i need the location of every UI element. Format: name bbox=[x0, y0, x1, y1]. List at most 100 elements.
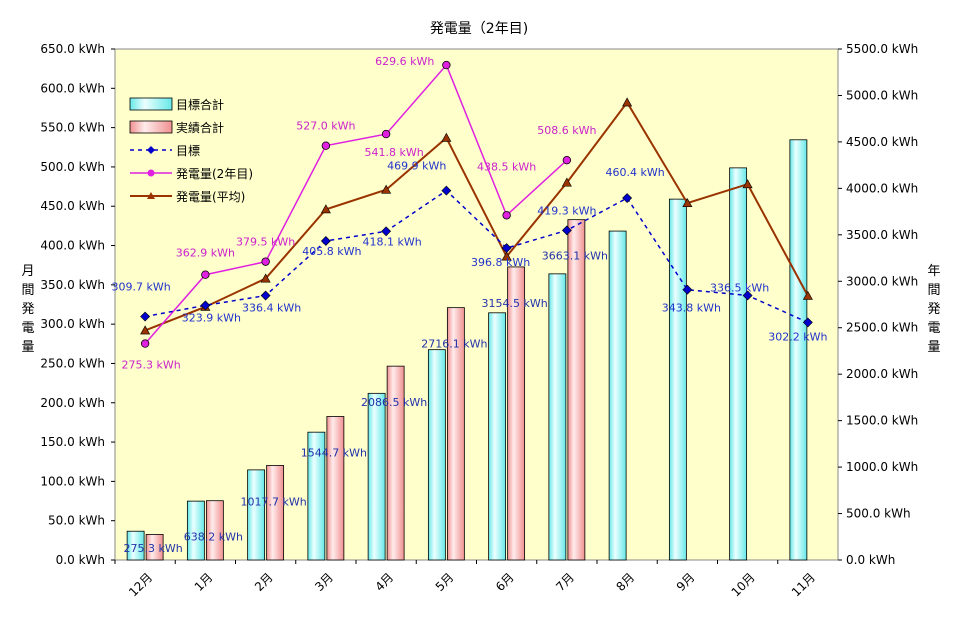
legend-label: 実績合計 bbox=[176, 120, 224, 135]
legend-swatch-actual-total bbox=[129, 120, 173, 134]
axis-title-char: 電 bbox=[927, 321, 940, 336]
y2-tick-label: 4500.0 kWh bbox=[846, 135, 918, 149]
marker-gen2 bbox=[321, 141, 331, 150]
marker-gen2 bbox=[261, 257, 270, 266]
axis-title-char: 量 bbox=[927, 340, 940, 355]
data-label-gen2: 508.6 kWh bbox=[537, 124, 596, 137]
y2-tick-label: 5500.0 kWh bbox=[846, 42, 918, 56]
data-label-gen2: 541.8 kWh bbox=[365, 146, 424, 159]
axis-title-char: 発 bbox=[927, 302, 940, 317]
y2-tick-label: 4000.0 kWh bbox=[846, 181, 918, 195]
axes: 0.0 kWh 50.0 kWh 100.0 kWh 150.0 kWh 200.0 k… bbox=[40, 42, 918, 599]
line-average bbox=[144, 100, 809, 332]
data-label-target: 336.5 kWh bbox=[710, 281, 769, 294]
marker-average bbox=[622, 97, 633, 107]
data-label-target: 309.7 kWh bbox=[112, 281, 171, 294]
legend-label: 発電量(平均) bbox=[176, 190, 245, 204]
data-label-actual-total: 1544.7 kWh bbox=[301, 446, 367, 459]
marker-average bbox=[802, 290, 813, 300]
data-label-actual-total: 638.2 kWh bbox=[184, 531, 243, 544]
marker-average bbox=[561, 177, 572, 187]
x-tick-label: 2月 bbox=[252, 570, 276, 594]
marker-target bbox=[441, 185, 452, 196]
data-label-gen2: 362.9 kWh bbox=[176, 247, 235, 260]
bar-actual-total bbox=[567, 219, 586, 561]
marker-target bbox=[622, 193, 633, 203]
x-tick-label: 8月 bbox=[613, 570, 637, 594]
marker-gen2 bbox=[562, 155, 572, 165]
bar-target-total bbox=[729, 167, 748, 561]
bar-target-total bbox=[186, 500, 205, 561]
line-target bbox=[144, 189, 809, 324]
x-tick-label: 12月 bbox=[126, 570, 155, 599]
y-tick-label: 350.0 kWh bbox=[40, 278, 105, 292]
data-label-target: 418.1 kWh bbox=[363, 235, 422, 248]
data-label-gen2: 629.6 kWh bbox=[375, 55, 434, 68]
data-label-gen2: 379.5 kWh bbox=[236, 236, 295, 249]
legend-marker-gen2 bbox=[147, 169, 155, 177]
axis-title-char: 発 bbox=[21, 302, 34, 317]
y2-tick-label: 5000.0 kWh bbox=[846, 88, 918, 102]
legend-label: 目標合計 bbox=[176, 97, 224, 112]
data-label-actual-total: 3663.1 kWh bbox=[542, 250, 608, 263]
marker-target bbox=[561, 225, 572, 236]
data-label-target: 405.8 kWh bbox=[302, 245, 361, 258]
x-tick-label: 1月 bbox=[192, 570, 216, 594]
marker-target bbox=[200, 300, 211, 311]
bar-actual-total bbox=[326, 416, 345, 561]
marker-average bbox=[320, 204, 331, 214]
chart-title: 発電量（2年目) bbox=[430, 21, 528, 37]
y2-tick-label: 3500.0 kWh bbox=[846, 228, 918, 242]
data-label-gen2: 275.3 kWh bbox=[122, 359, 181, 372]
marker-target bbox=[140, 311, 151, 322]
bar-target-total bbox=[608, 230, 627, 561]
bar-target-total bbox=[789, 139, 808, 561]
marker-average bbox=[441, 132, 452, 142]
data-label-actual-total: 2086.5 kWh bbox=[361, 396, 427, 409]
y2-tick-label: 0.0 kWh bbox=[846, 553, 895, 567]
marker-target bbox=[802, 317, 813, 328]
legend-swatch-target-total bbox=[129, 97, 173, 111]
data-label-target: 419.3 kWh bbox=[537, 204, 596, 217]
data-label-target: 323.9 kWh bbox=[182, 311, 241, 324]
marker-average bbox=[501, 251, 512, 261]
data-label-target: 396.8 kWh bbox=[471, 256, 530, 269]
data-label-target: 302.2 kWh bbox=[768, 330, 827, 343]
bar-target-total bbox=[488, 312, 507, 561]
legend-marker-average bbox=[147, 192, 155, 199]
bar-target-total bbox=[126, 530, 145, 561]
legend-label: 目標 bbox=[176, 144, 200, 158]
y-tick-label: 600.0 kWh bbox=[40, 81, 105, 95]
axis-title-char: 間 bbox=[927, 283, 940, 298]
x-tick-label: 3月 bbox=[312, 570, 336, 594]
bar-series bbox=[126, 139, 808, 561]
data-label-target: 343.8 kWh bbox=[662, 302, 721, 315]
marker-average bbox=[140, 325, 151, 335]
bar-actual-total bbox=[507, 266, 526, 561]
bar-actual-total bbox=[386, 365, 405, 561]
y2-tick-label: 500.0 kWh bbox=[846, 507, 911, 521]
marker-average bbox=[742, 179, 753, 189]
axis-title-char: 電 bbox=[21, 321, 34, 336]
marker-target bbox=[260, 290, 271, 301]
data-label-actual-total: 275.3 kWh bbox=[124, 542, 183, 555]
x-tick-label: 10月 bbox=[729, 570, 758, 599]
data-label-actual-total: 2716.1 kWh bbox=[421, 338, 487, 351]
marker-average bbox=[682, 197, 693, 207]
bar-target-total bbox=[367, 392, 386, 561]
marker-average bbox=[381, 184, 392, 194]
bar-target-total bbox=[247, 469, 266, 561]
bar-target-total bbox=[307, 431, 326, 561]
marker-target bbox=[381, 226, 392, 237]
y-tick-label: 50.0 kWh bbox=[48, 514, 105, 528]
axis-title-char: 月 bbox=[21, 264, 34, 279]
line-series bbox=[140, 60, 813, 348]
axis-title-char: 量 bbox=[21, 340, 34, 355]
data-label-target: 460.4 kWh bbox=[606, 166, 665, 179]
y2-tick-label: 3000.0 kWh bbox=[846, 274, 918, 288]
marker-gen2 bbox=[502, 211, 511, 220]
